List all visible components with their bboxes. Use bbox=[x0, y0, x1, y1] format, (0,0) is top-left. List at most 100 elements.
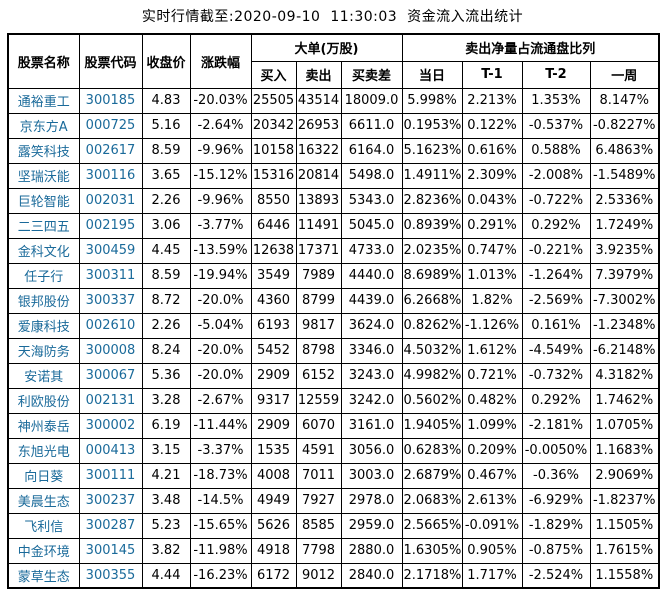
close-price-cell: 3.28 bbox=[141, 387, 191, 414]
t1-cell: 0.482% bbox=[461, 387, 523, 414]
stock-name-cell[interactable]: 飞利信 bbox=[7, 512, 80, 539]
today-cell: 2.5665% bbox=[401, 512, 463, 539]
close-price-cell: 3.15 bbox=[141, 437, 191, 464]
table-row: 飞利信 300287 5.23 -15.65% 5626 8585 2959.0 2.5665… bbox=[7, 512, 660, 539]
table-row: 坚瑞沃能 300116 3.65 -15.12% 15316 20814 5498.0 1.4… bbox=[7, 162, 660, 189]
table-row: 任子行 300311 8.59 -19.94% 3549 7989 4440.0 8.6989… bbox=[7, 262, 660, 289]
buy-sell-diff-cell: 3346.0 bbox=[340, 337, 403, 364]
stock-code-cell[interactable]: 300067 bbox=[78, 362, 143, 389]
stock-name-cell[interactable]: 通裕重工 bbox=[7, 87, 80, 114]
stock-name-cell[interactable]: 天海防务 bbox=[7, 337, 80, 364]
close-price-cell: 2.26 bbox=[141, 312, 191, 339]
t1-cell: 0.616% bbox=[461, 137, 523, 164]
sell-cell: 43514 bbox=[295, 87, 342, 114]
stock-name-cell[interactable]: 利欧股份 bbox=[7, 387, 80, 414]
today-cell: 0.5602% bbox=[401, 387, 463, 414]
week-cell: -6.2148% bbox=[589, 337, 660, 364]
buy-cell: 6193 bbox=[250, 312, 297, 339]
stock-name-cell[interactable]: 银邦股份 bbox=[7, 287, 80, 314]
change-pct-cell: -20.0% bbox=[189, 287, 252, 314]
close-price-cell: 8.24 bbox=[141, 337, 191, 364]
change-pct-cell: -3.77% bbox=[189, 212, 252, 239]
change-pct-cell: -20.0% bbox=[189, 337, 252, 364]
table-row: 蒙草生态 300355 4.44 -16.23% 6172 9012 2840.0 2.171… bbox=[7, 562, 660, 589]
stock-code-cell[interactable]: 300459 bbox=[78, 237, 143, 264]
stock-code-cell[interactable]: 002617 bbox=[78, 137, 143, 164]
change-pct-cell: -11.44% bbox=[189, 412, 252, 439]
week-cell: 4.3182% bbox=[589, 362, 660, 389]
t1-cell: -1.126% bbox=[461, 312, 523, 339]
stock-code-cell[interactable]: 300185 bbox=[78, 87, 143, 114]
sell-cell: 26953 bbox=[295, 112, 342, 139]
stock-name-cell[interactable]: 二三四五 bbox=[7, 212, 80, 239]
table-row: 美晨生态 300237 3.48 -14.5% 4949 7927 2978.0 2.0683… bbox=[7, 487, 660, 514]
stock-code-cell[interactable]: 000725 bbox=[78, 112, 143, 139]
stock-name-cell[interactable]: 任子行 bbox=[7, 262, 80, 289]
stock-name-cell[interactable]: 爱康科技 bbox=[7, 312, 80, 339]
week-cell: 2.9069% bbox=[589, 462, 660, 489]
t1-cell: 0.467% bbox=[461, 462, 523, 489]
stock-code-cell[interactable]: 300355 bbox=[78, 562, 143, 589]
stock-name-cell[interactable]: 京东方A bbox=[7, 112, 80, 139]
today-cell: 2.1718% bbox=[401, 562, 463, 589]
stock-name-cell[interactable]: 神州泰岳 bbox=[7, 412, 80, 439]
sell-cell: 7927 bbox=[295, 487, 342, 514]
stock-name-cell[interactable]: 巨轮智能 bbox=[7, 187, 80, 214]
stock-name-cell[interactable]: 蒙草生态 bbox=[7, 562, 80, 589]
stock-name-cell[interactable]: 东旭光电 bbox=[7, 437, 80, 464]
sell-cell: 8799 bbox=[295, 287, 342, 314]
buy-sell-diff-cell: 4733.0 bbox=[340, 237, 403, 264]
change-pct-cell: -16.23% bbox=[189, 562, 252, 589]
week-cell: -1.8237% bbox=[589, 487, 660, 514]
stock-name-cell[interactable]: 露笑科技 bbox=[7, 137, 80, 164]
col-header-close-price: 收盘价 bbox=[141, 33, 191, 89]
stock-code-cell[interactable]: 300337 bbox=[78, 287, 143, 314]
stock-code-cell[interactable]: 300311 bbox=[78, 262, 143, 289]
stock-name-cell[interactable]: 向日葵 bbox=[7, 462, 80, 489]
change-pct-cell: -9.96% bbox=[189, 187, 252, 214]
stock-name-cell[interactable]: 坚瑞沃能 bbox=[7, 162, 80, 189]
buy-sell-diff-cell: 4439.0 bbox=[340, 287, 403, 314]
stock-code-cell[interactable]: 002195 bbox=[78, 212, 143, 239]
stock-name-cell[interactable]: 金科文化 bbox=[7, 237, 80, 264]
col-header-week: 一周 bbox=[589, 60, 660, 89]
stock-code-cell[interactable]: 300008 bbox=[78, 337, 143, 364]
t2-cell: -4.549% bbox=[521, 337, 591, 364]
close-price-cell: 5.16 bbox=[141, 112, 191, 139]
close-price-cell: 5.23 bbox=[141, 512, 191, 539]
table-row: 通裕重工 300185 4.83 -20.03% 25505 43514 18009.0 5.… bbox=[7, 87, 660, 114]
stock-code-cell[interactable]: 300237 bbox=[78, 487, 143, 514]
stock-code-cell[interactable]: 300002 bbox=[78, 412, 143, 439]
stock-name-cell[interactable]: 美晨生态 bbox=[7, 487, 80, 514]
col-header-sell: 卖出 bbox=[295, 60, 342, 89]
stock-code-cell[interactable]: 300287 bbox=[78, 512, 143, 539]
buy-sell-diff-cell: 6611.0 bbox=[340, 112, 403, 139]
stock-code-cell[interactable]: 300145 bbox=[78, 537, 143, 564]
stock-code-cell[interactable]: 300111 bbox=[78, 462, 143, 489]
today-cell: 6.2668% bbox=[401, 287, 463, 314]
stock-code-cell[interactable]: 300116 bbox=[78, 162, 143, 189]
stock-code-cell[interactable]: 000413 bbox=[78, 437, 143, 464]
sell-cell: 4591 bbox=[295, 437, 342, 464]
table-row: 银邦股份 300337 8.72 -20.0% 4360 8799 4439.0 6.2668… bbox=[7, 287, 660, 314]
week-cell: 2.5336% bbox=[589, 187, 660, 214]
t1-cell: 1.612% bbox=[461, 337, 523, 364]
t2-cell: -0.537% bbox=[521, 112, 591, 139]
week-cell: 1.7615% bbox=[589, 537, 660, 564]
sell-cell: 7798 bbox=[295, 537, 342, 564]
buy-sell-diff-cell: 3003.0 bbox=[340, 462, 403, 489]
stock-code-cell[interactable]: 002031 bbox=[78, 187, 143, 214]
t1-cell: 1.013% bbox=[461, 262, 523, 289]
t1-cell: 1.099% bbox=[461, 412, 523, 439]
stock-code-cell[interactable]: 002131 bbox=[78, 387, 143, 414]
buy-sell-diff-cell: 3243.0 bbox=[340, 362, 403, 389]
table-row: 露笑科技 002617 8.59 -9.96% 10158 16322 6164.0 5.16… bbox=[7, 137, 660, 164]
stock-code-cell[interactable]: 002610 bbox=[78, 312, 143, 339]
close-price-cell: 8.59 bbox=[141, 262, 191, 289]
stock-name-cell[interactable]: 中金环境 bbox=[7, 537, 80, 564]
t2-cell: -0.221% bbox=[521, 237, 591, 264]
stock-name-cell[interactable]: 安诺其 bbox=[7, 362, 80, 389]
sell-cell: 8585 bbox=[295, 512, 342, 539]
close-price-cell: 2.26 bbox=[141, 187, 191, 214]
t2-cell: 0.588% bbox=[521, 137, 591, 164]
